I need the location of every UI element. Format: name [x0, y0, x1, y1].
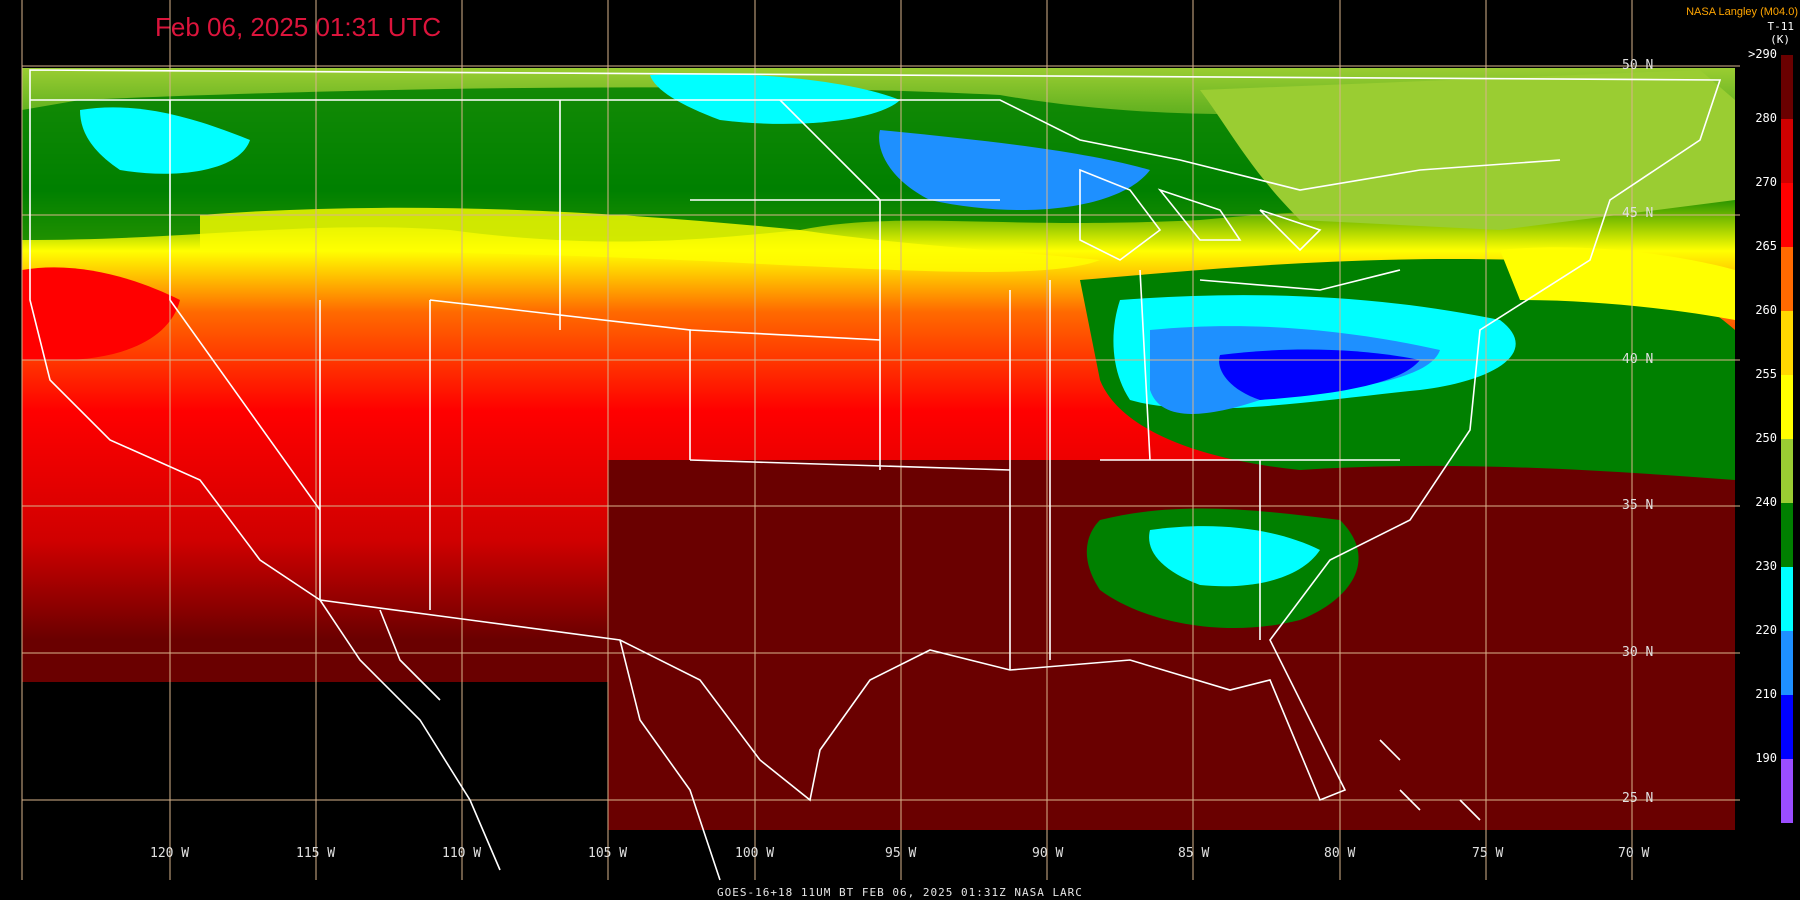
cloud-east-yellow	[1500, 247, 1735, 320]
legend-tick-label: 190	[1755, 751, 1777, 765]
legend-label: T-11	[1767, 20, 1795, 33]
cloud-north-cyan	[650, 73, 900, 124]
baja-california	[319, 599, 501, 871]
lon-label-105w: 105 W	[588, 846, 628, 861]
lat-label-50n: 50 N	[1622, 58, 1654, 73]
canada-border	[30, 99, 1561, 191]
credit-label: NASA Langley (M04.0)	[1686, 6, 1798, 18]
legend-swatch	[1781, 311, 1793, 375]
lon-label-110w: 110 W	[442, 846, 482, 861]
legend-swatch	[1781, 119, 1793, 183]
cloud-greatlakes-blue	[879, 130, 1150, 210]
legend-tick-label: 220	[1755, 623, 1777, 637]
lon-label-75w: 75 W	[1472, 846, 1504, 861]
lon-label-90w: 90 W	[1032, 846, 1064, 861]
legend-tick-label: 240	[1755, 495, 1777, 509]
lat-label-30n: 30 N	[1622, 645, 1654, 660]
legend-swatch	[1781, 759, 1793, 823]
lat-label-45n: 45 N	[1622, 206, 1654, 221]
mexico-coast	[619, 639, 721, 881]
lon-label-95w: 95 W	[885, 846, 917, 861]
cloud-ohio-core	[1219, 349, 1420, 400]
lat-label-35n: 35 N	[1622, 498, 1654, 513]
legend-swatch	[1781, 631, 1793, 695]
lon-label-100w: 100 W	[735, 846, 775, 861]
legend-swatch	[1781, 695, 1793, 759]
cloud-northeast-lime	[1200, 70, 1735, 230]
timestamp-title: Feb 06, 2025 01:31 UTC	[155, 12, 442, 42]
cloud-northwest-cyan	[80, 107, 250, 174]
lon-label-115w: 115 W	[296, 846, 336, 861]
states-central	[689, 99, 1011, 670]
legend-tick-label: 260	[1755, 303, 1777, 317]
legend-swatch	[1781, 503, 1793, 567]
legend-tick-label: 230	[1755, 559, 1777, 573]
legend-tick-label: 210	[1755, 687, 1777, 701]
florida-keys	[1379, 739, 1481, 821]
legend-tick-label: 280	[1755, 111, 1777, 125]
footer-caption: GOES-16+18 11UM BT FEB 06, 2025 01:31Z N…	[717, 886, 1083, 899]
legend-swatch	[1781, 55, 1793, 119]
legend-tick-label: >290	[1748, 47, 1777, 61]
political-boundaries	[29, 69, 1722, 881]
legend-tick-label: 250	[1755, 431, 1777, 445]
cloud-yellow-band	[200, 207, 1100, 272]
states-west	[169, 100, 691, 610]
legend-unit: (K)	[1770, 33, 1790, 46]
states-east	[1049, 269, 1401, 660]
great-lakes	[1079, 168, 1322, 261]
graticule	[21, 0, 1740, 880]
lon-label-70w: 70 W	[1618, 846, 1650, 861]
legend-tick-label: 255	[1755, 367, 1777, 381]
legend-swatch	[1781, 247, 1793, 311]
lon-label-80w: 80 W	[1324, 846, 1356, 861]
lon-label-120w: 120 W	[150, 846, 190, 861]
lat-label-40n: 40 N	[1622, 352, 1654, 367]
lon-label-85w: 85 W	[1178, 846, 1210, 861]
lat-label-25n: 25 N	[1622, 791, 1654, 806]
legend-tick-label: 265	[1755, 239, 1777, 253]
legend-swatch	[1781, 567, 1793, 631]
cloud-west-coast-orange	[22, 267, 180, 360]
cloud-southeast-cyan	[1149, 526, 1320, 587]
legend-tick-label: 270	[1755, 175, 1777, 189]
legend-swatch	[1781, 183, 1793, 247]
legend-swatch	[1781, 439, 1793, 503]
legend-swatch	[1781, 375, 1793, 439]
